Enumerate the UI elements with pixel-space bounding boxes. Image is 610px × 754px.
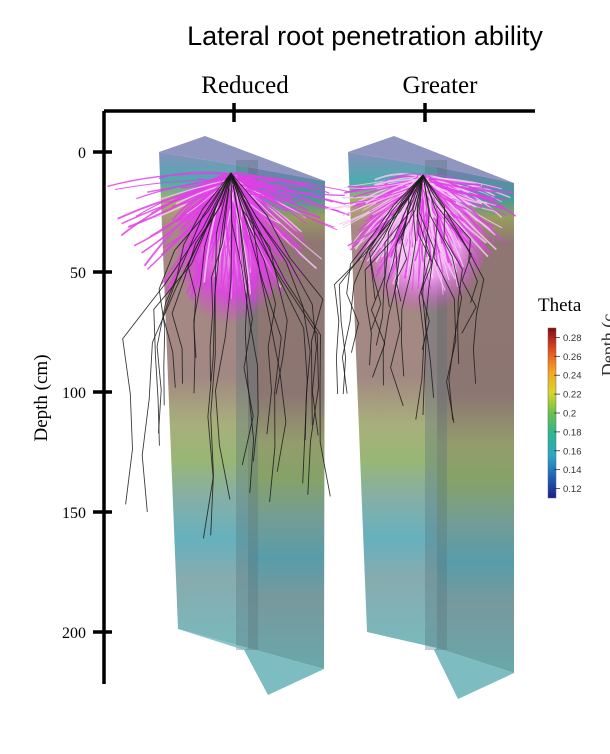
lateral-root [374,173,419,181]
axial-root [230,172,319,495]
colorbar-tick-label: 0.16 [563,446,582,457]
lateral-root [365,177,420,205]
figure-title: Lateral root penetration ability [187,21,543,51]
lateral-root [427,181,455,194]
axial-root [422,174,463,364]
axial-root [187,172,232,358]
colorbar-tick-label: 0.26 [563,352,582,363]
axial-root [230,172,259,462]
lateral-root [427,179,507,200]
lateral-root [381,173,428,184]
axial-root [338,174,424,395]
clipped-axis-label: Depth (c [598,314,610,376]
lateral-root [421,174,456,180]
axial-root [230,172,331,497]
depth-ticks: 0 50 100 150 200 [62,145,112,642]
axial-root [364,174,424,366]
lateral-root [234,173,289,211]
lateral-root [234,182,247,303]
depth-tick-label: 150 [62,505,86,522]
root-system-greater [326,173,517,423]
depth-tick-label: 100 [62,385,86,402]
colorbar-title: Theta [538,295,582,316]
axial-root [422,174,477,334]
depth-axis-label: Depth (cm) [31,354,52,441]
lateral-root [342,184,426,217]
axial-root [122,172,232,505]
top-axis [104,103,535,122]
lateral-root [229,172,352,193]
axial-root [369,174,424,300]
axial-root [418,174,435,398]
axial-root [209,172,232,382]
axial-root [230,172,319,436]
axial-root [156,172,232,434]
axial-root [334,174,424,394]
colorbar-tick-label: 0.22 [563,390,582,401]
depth-axis: 0 50 100 150 200 [62,111,112,684]
colorbar-tick-label: 0.2 [563,409,576,420]
lateral-root [229,175,315,192]
axial-root [422,174,463,421]
axial-root [171,172,232,384]
colorbar-tick-label: 0.12 [563,484,582,495]
lateral-root [133,179,226,247]
lateral-root [421,184,428,230]
column-label-reduced: Reduced [201,72,289,99]
axial-root [215,172,233,500]
axial-root [416,174,433,351]
depth-tick-label: 50 [70,265,86,282]
root-system-reduced [107,171,352,539]
column-label-greater: Greater [403,72,479,99]
axial-root [230,172,255,493]
axial-root [230,172,324,426]
lateral-root [114,179,226,190]
colorbar-tick-label: 0.18 [563,427,582,438]
axial-root [230,172,287,472]
axial-root [382,174,424,386]
axial-root [230,172,308,484]
colorbar: 0.28 0.26 0.24 0.22 0.2 0.18 0.16 0.14 0.12 [547,327,582,499]
axial-root [230,172,282,503]
axial-root [153,172,232,446]
axial-root [368,174,424,330]
colorbar-ticks: 0.28 0.26 0.24 0.22 0.2 0.18 0.16 0.14 0.12 [554,333,582,495]
depth-tick-label: 200 [62,625,86,642]
lateral-root [420,180,489,258]
axial-root [162,172,232,388]
axial-root [422,174,478,303]
axial-root [375,174,424,346]
lateral-root [186,182,226,215]
axial-root [422,174,457,423]
axial-root [422,174,485,384]
axial-root [210,172,232,536]
lateral-root [427,175,503,241]
depth-tick-label: 0 [78,145,86,162]
colorbar-tick-label: 0.28 [563,333,582,344]
axial-root [346,174,424,353]
lateral-root [227,178,246,303]
axial-root [158,172,232,406]
colorbar-tick-label: 0.24 [563,371,582,382]
lateral-root [158,171,229,180]
colorbar-tick-label: 0.14 [563,465,582,476]
axial-root [415,174,431,420]
axial-root [422,174,430,416]
lateral-root [136,179,228,200]
lateral-root [229,180,243,268]
